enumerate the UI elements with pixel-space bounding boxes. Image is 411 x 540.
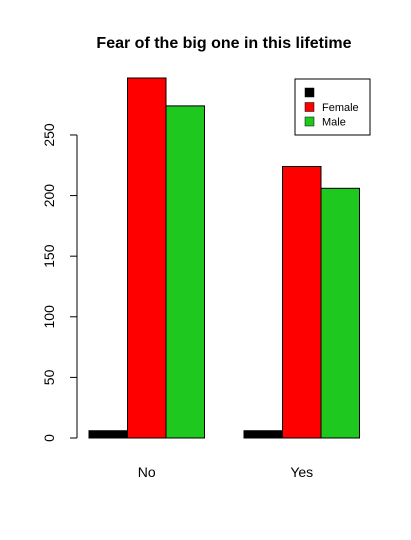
x-category-label: No (138, 464, 156, 480)
bar-yes-male (320, 187, 360, 439)
bar-yes-female (282, 165, 322, 439)
y-tick-label: 150 (41, 244, 57, 268)
bars-group (88, 77, 360, 439)
x-axis-labels: No Yes (138, 464, 313, 480)
y-tick-label: 100 (41, 305, 57, 329)
y-tick-label: 250 (41, 123, 57, 147)
legend-swatch (304, 87, 315, 98)
y-axis: 0 50 100 150 200 250 (41, 123, 78, 442)
legend-swatch (304, 116, 315, 127)
bar-no-series-1 (88, 430, 128, 439)
bar-yes-series-1 (243, 430, 283, 439)
bar-no-male (165, 105, 205, 439)
y-tick-label: 200 (41, 184, 57, 208)
x-category-label: Yes (290, 464, 313, 480)
chart-title: Fear of the big one in this lifetime (96, 35, 351, 52)
bar-no-female (127, 77, 167, 439)
legend: Female Male (294, 78, 371, 136)
y-tick-label: 50 (41, 369, 57, 385)
legend-swatch (304, 102, 315, 112)
legend-label: Female (322, 102, 359, 114)
legend-label: Male (322, 117, 346, 129)
y-tick-label: 0 (41, 434, 57, 442)
